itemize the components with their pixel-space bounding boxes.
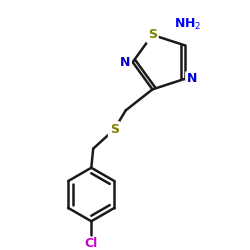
Text: NH$_2$: NH$_2$ xyxy=(174,17,201,32)
Text: Cl: Cl xyxy=(85,236,98,250)
Text: S: S xyxy=(148,28,157,41)
Text: N: N xyxy=(186,72,197,86)
Text: N: N xyxy=(120,56,131,68)
Text: S: S xyxy=(110,123,119,136)
